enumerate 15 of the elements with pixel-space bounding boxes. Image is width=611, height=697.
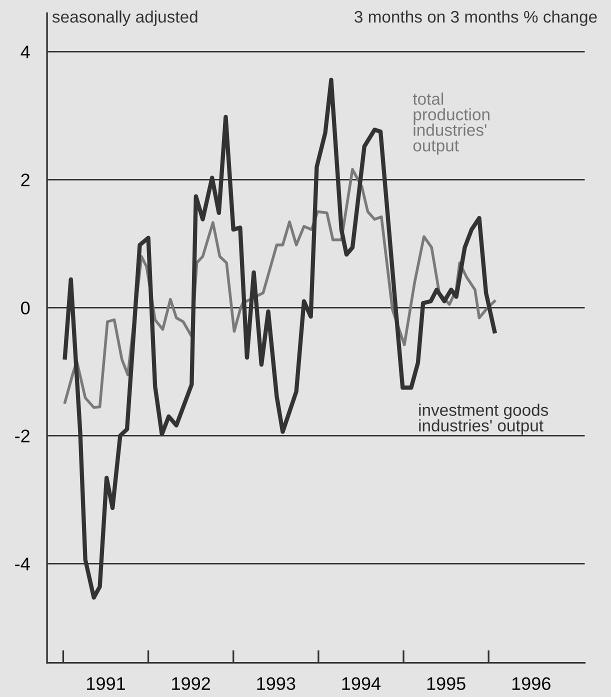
x-tick-label: 1994 (342, 677, 381, 690)
annotation: 3 months on 3 months % change (354, 10, 597, 26)
x-tick-label: 1992 (172, 677, 210, 690)
x-tick-label: 1993 (257, 677, 296, 690)
y-tick-label: 0 (21, 302, 30, 314)
x-tick-label: 1996 (512, 677, 550, 690)
text: total production industries' output (412, 92, 490, 155)
y-tick-label: 2 (21, 174, 30, 186)
y-tick-label: -4 (15, 558, 30, 570)
x-tick-label: 1991 (87, 677, 125, 690)
x-tick-label: 1995 (427, 677, 466, 690)
series-label: investment goods industries' output (419, 404, 548, 435)
annotation: seasonally adjusted (52, 10, 198, 26)
y-tick-label: 4 (20, 46, 30, 58)
y-tick-label: -2 (15, 430, 30, 442)
